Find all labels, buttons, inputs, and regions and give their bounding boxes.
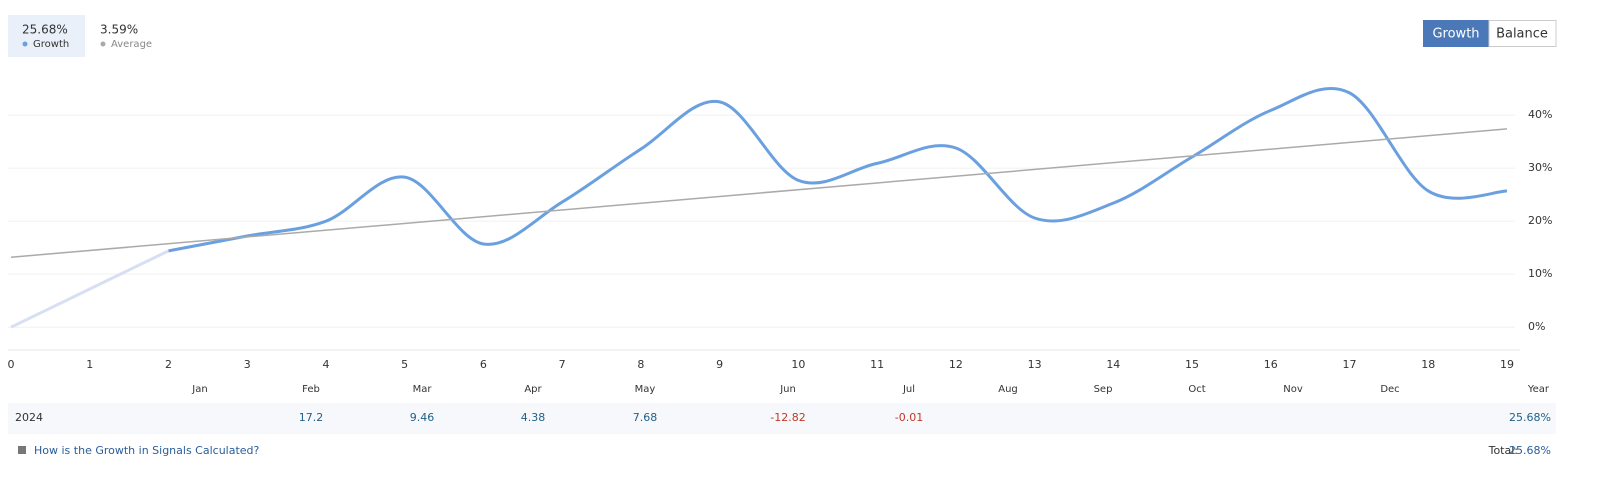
y-tick-label: 20% xyxy=(1528,214,1552,227)
x-tick-label: 8 xyxy=(637,358,644,371)
x-tick-label: 0 xyxy=(8,358,15,371)
button[interactable] xyxy=(1488,20,1557,47)
year-cell: 2024 xyxy=(15,411,43,424)
help-link[interactable]: How is the Growth in Signals Calculated? xyxy=(34,444,260,457)
stat-label: Growth xyxy=(33,39,69,50)
x-tick-label: 13 xyxy=(1028,358,1042,371)
x-tick-label: 1 xyxy=(86,358,93,371)
series-line xyxy=(168,87,1508,253)
month-header: Feb xyxy=(302,384,320,395)
year-total: 25.68% xyxy=(1509,411,1551,424)
x-tick-label: 5 xyxy=(401,358,408,371)
y-tick-label: 40% xyxy=(1528,108,1552,121)
month-header: Jan xyxy=(191,384,207,395)
y-tick-label: 0% xyxy=(1528,320,1545,333)
x-tick-label: 2 xyxy=(165,358,172,371)
icon xyxy=(18,446,26,454)
month-header: Sep xyxy=(1094,384,1113,395)
month-header: Oct xyxy=(1188,384,1205,395)
y-tick-label: 30% xyxy=(1528,161,1552,174)
total-value: 25.68% xyxy=(1509,444,1551,457)
stat-value: 25.68% xyxy=(22,23,68,37)
month-header: Aug xyxy=(998,384,1018,395)
x-tick-label: 12 xyxy=(949,358,963,371)
legend-dot xyxy=(100,41,106,47)
month-header: Jul xyxy=(902,384,915,395)
x-tick-label: 14 xyxy=(1106,358,1120,371)
stat-box[interactable] xyxy=(8,15,85,57)
x-tick-label: 7 xyxy=(559,358,566,371)
month-value: -0.01 xyxy=(895,411,923,424)
x-tick-label: 11 xyxy=(870,358,884,371)
x-tick-label: 19 xyxy=(1500,358,1514,371)
table-row xyxy=(8,403,1556,434)
x-tick-label: 6 xyxy=(480,358,487,371)
legend-dot xyxy=(22,41,28,47)
x-tick-label: 4 xyxy=(322,358,329,371)
stat-value: 3.59% xyxy=(100,23,138,37)
stat-label: Average xyxy=(111,39,152,50)
month-header: Apr xyxy=(524,384,542,395)
x-tick-label: 9 xyxy=(716,358,723,371)
x-tick-label: 18 xyxy=(1421,358,1435,371)
month-value: 17.2 xyxy=(299,411,324,424)
y-tick-label: 10% xyxy=(1528,267,1552,280)
button-label[interactable]: Growth xyxy=(1432,27,1479,42)
year-header: Year xyxy=(1527,384,1550,395)
button-label[interactable]: Balance xyxy=(1496,27,1548,42)
month-value: 7.68 xyxy=(633,411,658,424)
series-line xyxy=(10,249,170,329)
x-tick-label: 15 xyxy=(1185,358,1199,371)
month-header: Mar xyxy=(413,384,433,395)
grid xyxy=(8,114,1515,328)
x-tick-label: 17 xyxy=(1343,358,1357,371)
month-value: 9.46 xyxy=(410,411,435,424)
month-header: Jun xyxy=(779,384,796,395)
series-line xyxy=(10,128,1508,258)
total-label: Total: xyxy=(1488,444,1518,457)
month-header: Dec xyxy=(1380,384,1399,395)
x-tick-label: 10 xyxy=(791,358,805,371)
button[interactable] xyxy=(1423,20,1489,47)
x-tick-label: 16 xyxy=(1264,358,1278,371)
x-tick-label: 3 xyxy=(244,358,251,371)
month-header: May xyxy=(635,384,656,395)
month-header: Nov xyxy=(1283,384,1303,395)
month-value: -12.82 xyxy=(770,411,805,424)
month-value: 4.38 xyxy=(521,411,546,424)
